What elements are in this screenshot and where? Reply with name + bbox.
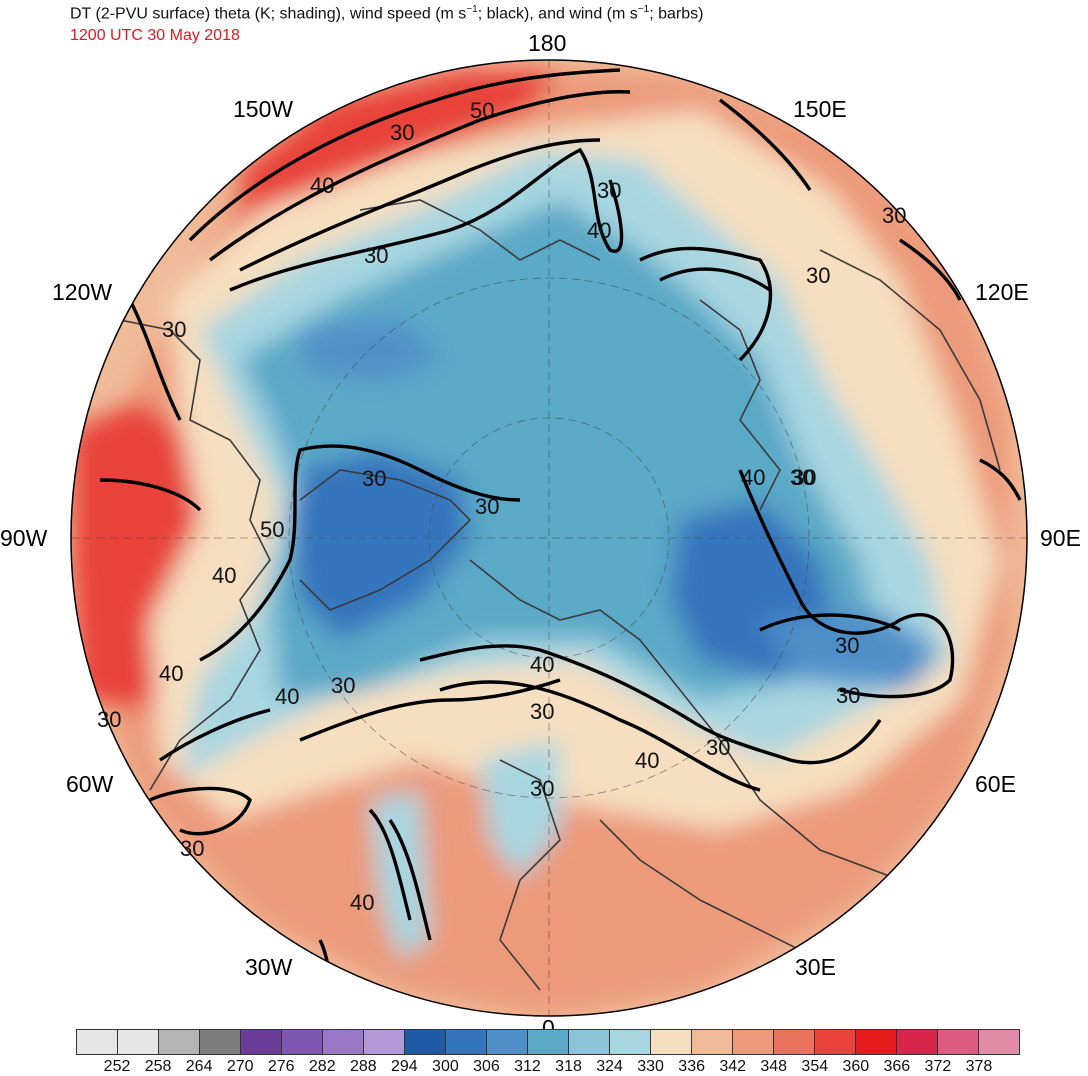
colorbar-tick-label: 324 xyxy=(596,1058,623,1075)
colorbar-swatch xyxy=(651,1030,692,1054)
colorbar-swatch xyxy=(856,1030,897,1054)
colorbar-tick-label: 306 xyxy=(473,1058,500,1075)
contour-label: 30 xyxy=(792,465,816,490)
contour-label: 40 xyxy=(530,652,554,677)
contour-label: 40 xyxy=(350,890,374,915)
contour-label: 30 xyxy=(530,699,554,724)
colorbar-tick-label: 348 xyxy=(760,1058,788,1075)
graticule xyxy=(71,60,1027,1016)
colorbar-tick-label: 336 xyxy=(678,1058,705,1075)
contour-label: 40 xyxy=(159,661,183,686)
contour-label: 30 xyxy=(475,494,499,519)
colorbar-swatch xyxy=(405,1030,446,1054)
map-title: DT (2-PVU surface) theta (K; shading), w… xyxy=(70,4,704,23)
coastlines xyxy=(119,199,1001,991)
lon-label-150e: 150E xyxy=(793,96,847,122)
colorbar-tick-label: 366 xyxy=(883,1058,911,1075)
contour-value-labels: 50 30 40 30 30 40 30 30 30 50 40 30 40 4… xyxy=(97,98,906,915)
colorbar-tick-label: 354 xyxy=(801,1058,829,1075)
lon-label-30e: 30E xyxy=(795,954,836,980)
contour-label: 30 xyxy=(882,203,906,228)
contour-label: 50 xyxy=(260,517,284,542)
lon-label-180: 180 xyxy=(528,30,566,56)
colorbar-tick-label: 372 xyxy=(924,1058,952,1075)
colorbar-tick-label: 264 xyxy=(185,1058,213,1075)
contour-label: 30 xyxy=(806,263,830,288)
contour-label: 30 xyxy=(390,120,414,145)
lon-label-30w: 30W xyxy=(245,954,293,980)
colorbar-swatch xyxy=(77,1030,118,1054)
colorbar-swatch xyxy=(692,1030,733,1054)
colorbar-swatch xyxy=(364,1030,405,1054)
colorbar-tick-label: 318 xyxy=(555,1058,582,1075)
contour-label: 40 xyxy=(275,684,299,709)
colorbar-swatch xyxy=(815,1030,856,1054)
theta-colorbar xyxy=(76,1029,1020,1055)
lon-label-60w: 60W xyxy=(66,771,114,797)
colorbar-tick-label: 258 xyxy=(144,1058,172,1075)
contour-label: 30 xyxy=(362,466,386,491)
colorbar-swatch xyxy=(569,1030,610,1054)
colorbar-tick-label: 252 xyxy=(103,1058,131,1075)
lon-label-120e: 120E xyxy=(975,279,1029,305)
contour-label: 40 xyxy=(741,465,765,490)
contour-label: 40 xyxy=(587,218,611,243)
theta-shading xyxy=(71,60,1027,1016)
colorbar-swatch xyxy=(282,1030,323,1054)
contour-label: 30 xyxy=(331,673,355,698)
contour-label: 30 xyxy=(597,178,621,203)
contour-label: 30 xyxy=(162,317,186,342)
contour-label: 40 xyxy=(635,748,659,773)
contour-label: 30 xyxy=(790,465,814,490)
colorbar-swatch xyxy=(938,1030,979,1054)
colorbar-tick-label: 276 xyxy=(267,1058,295,1075)
colorbar-swatch xyxy=(979,1030,1019,1054)
colorbar-tick-label: 282 xyxy=(308,1058,336,1075)
colorbar-tick-label: 342 xyxy=(719,1058,747,1075)
lon-label-60e: 60E xyxy=(975,771,1016,797)
colorbar-swatch xyxy=(774,1030,815,1054)
contour-label: 30 xyxy=(835,633,859,658)
colorbar-tick-label: 270 xyxy=(226,1058,254,1075)
valid-time: 1200 UTC 30 May 2018 xyxy=(70,27,240,44)
contour-label: 50 xyxy=(470,98,494,123)
lon-label-90e: 90E xyxy=(1040,525,1081,551)
colorbar-tick-label: 378 xyxy=(965,1058,993,1075)
colorbar-swatch xyxy=(528,1030,569,1054)
colorbar-tick-label: 360 xyxy=(842,1058,870,1075)
colorbar-tick-label: 294 xyxy=(390,1058,418,1075)
colorbar-tick-label: 312 xyxy=(514,1058,541,1075)
colorbar-swatch xyxy=(241,1030,282,1054)
contour-label: 30 xyxy=(836,683,860,708)
lon-label-90w: 90W xyxy=(0,525,48,551)
colorbar-swatch xyxy=(487,1030,528,1054)
lon-label-120w: 120W xyxy=(52,279,112,305)
lon-label-150w: 150W xyxy=(233,96,293,122)
map-border xyxy=(70,59,1028,1017)
colorbar-swatch xyxy=(446,1030,487,1054)
colorbar-tick-label: 288 xyxy=(349,1058,377,1075)
contour-label: 30 xyxy=(180,836,204,861)
contour-label: 40 xyxy=(310,173,334,198)
contour-label: 40 xyxy=(212,563,236,588)
colorbar-swatch xyxy=(733,1030,774,1054)
colorbar-tick-label: 330 xyxy=(637,1058,664,1075)
colorbar-labels: 252 258 264 270 276 282 288 294 300 306 312 318 324 3… xyxy=(76,1058,1020,1076)
contour-label: 30 xyxy=(706,735,730,760)
wind-speed-contours xyxy=(99,68,1022,1011)
colorbar-swatch xyxy=(610,1030,651,1054)
contour-label: 30 xyxy=(364,243,388,268)
longitude-labels: 180 150E 120E 90E 60E 30E 0 30W 60W 90W … xyxy=(0,30,1081,1041)
colorbar-swatch xyxy=(323,1030,364,1054)
colorbar-swatch xyxy=(159,1030,200,1054)
colorbar-swatch xyxy=(897,1030,938,1054)
colorbar-swatch xyxy=(200,1030,241,1054)
contour-label: 30 xyxy=(97,707,121,732)
contour-label: 30 xyxy=(530,776,554,801)
colorbar-swatch xyxy=(118,1030,159,1054)
colorbar-tick-label: 300 xyxy=(432,1058,459,1075)
